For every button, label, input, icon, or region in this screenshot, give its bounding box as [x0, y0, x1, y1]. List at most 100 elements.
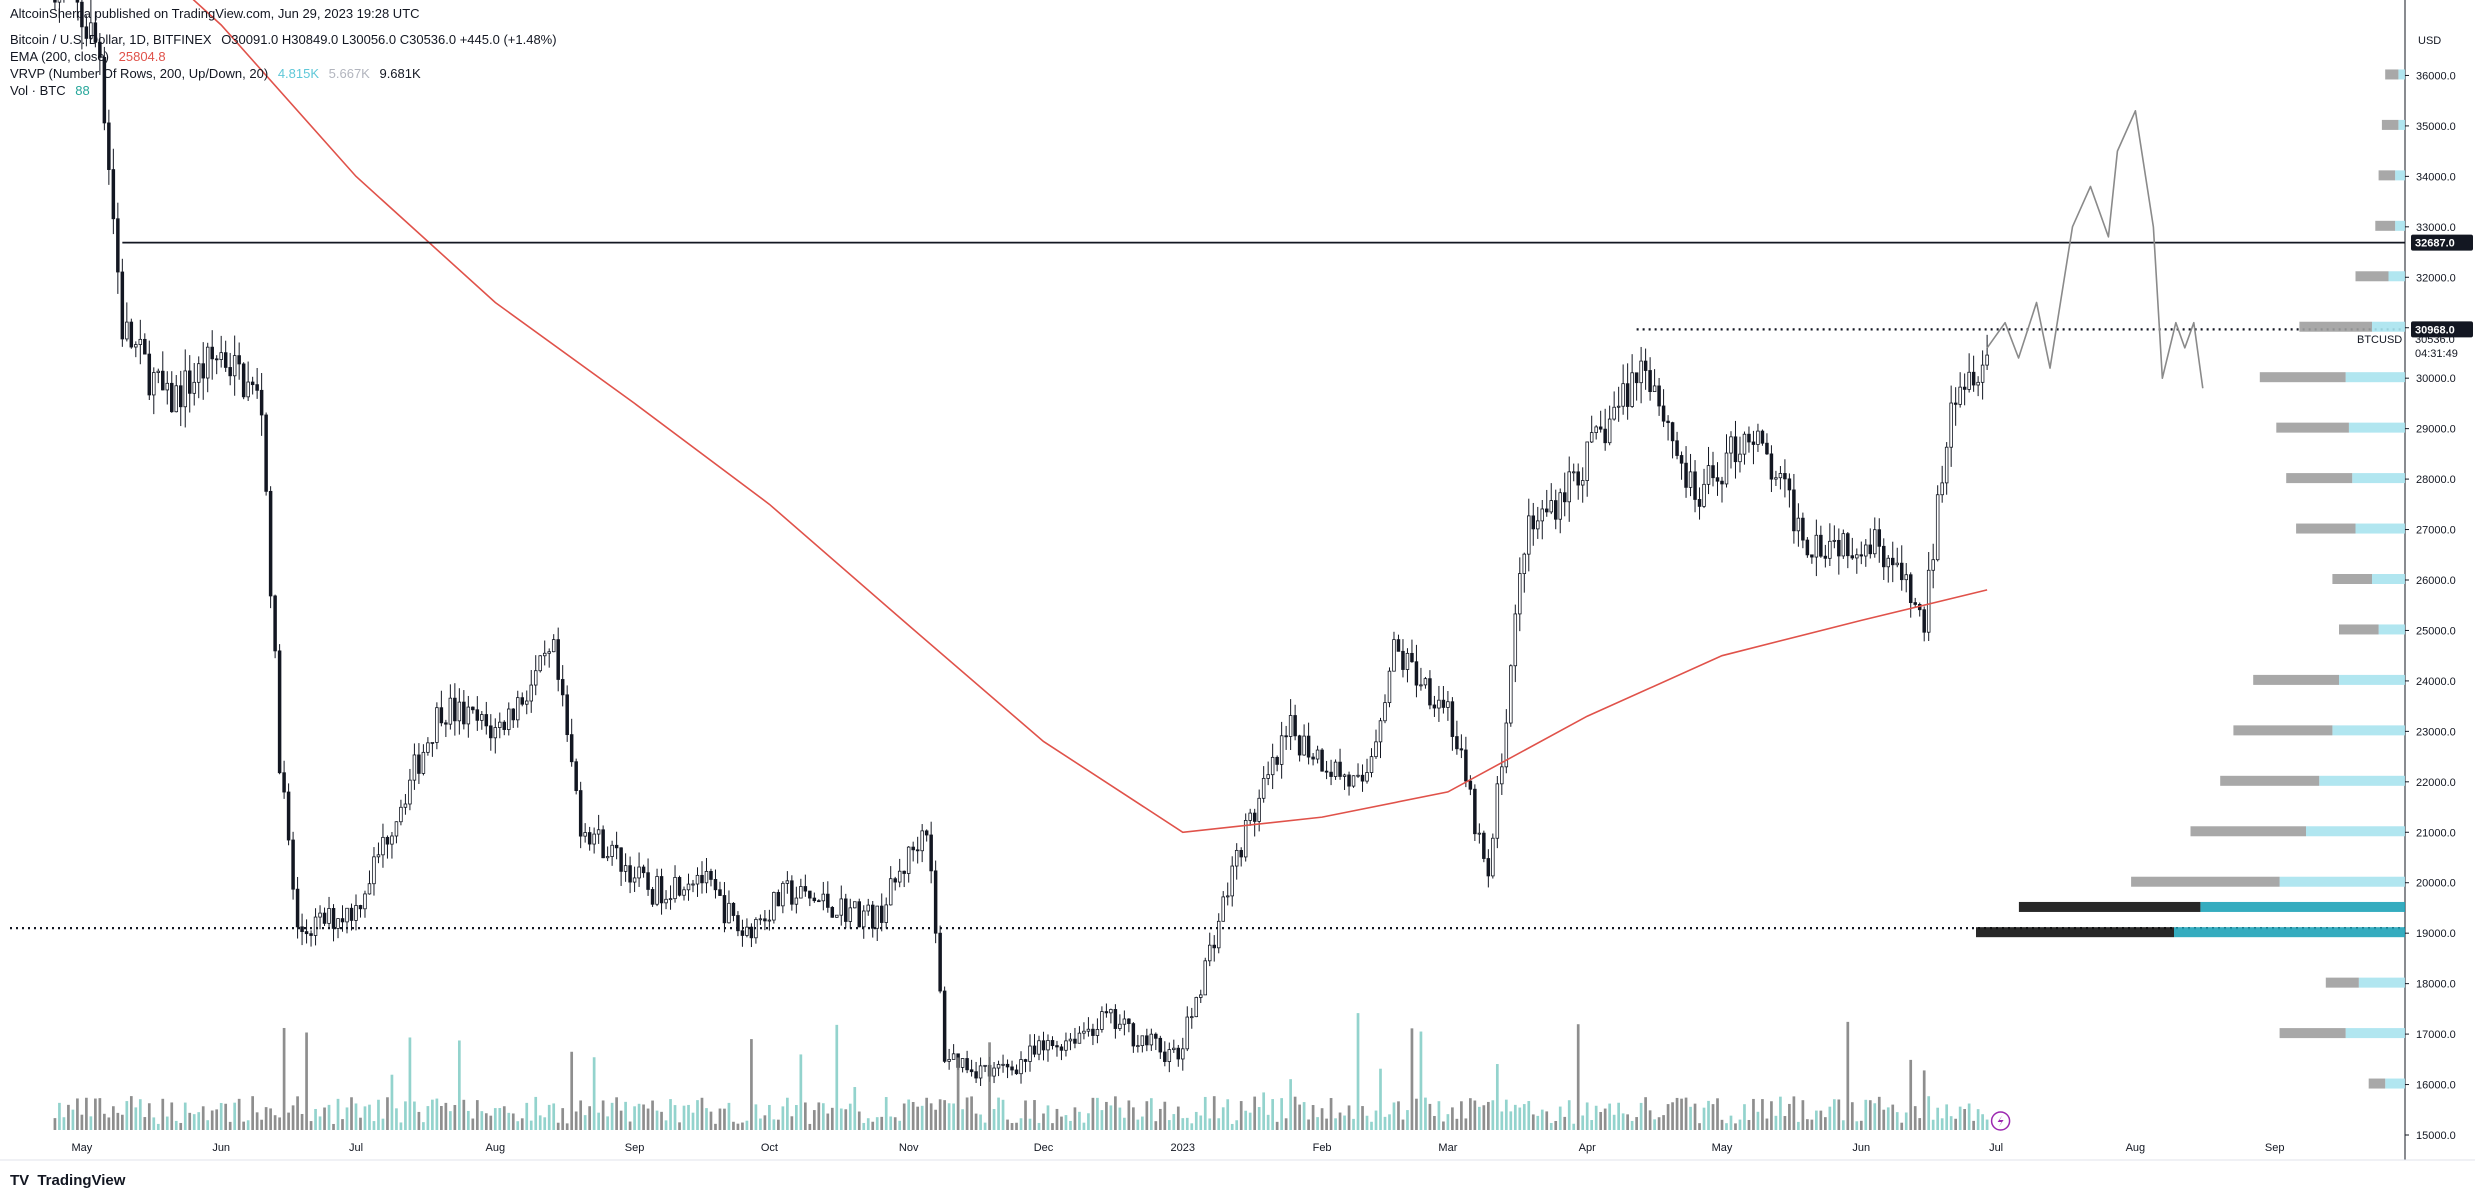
- volume-bar: [1635, 1117, 1638, 1130]
- x-tick-label: Sep: [2265, 1142, 2285, 1154]
- volume-bar: [471, 1118, 475, 1130]
- candle-body: [1527, 515, 1531, 555]
- volume-bar: [615, 1097, 618, 1130]
- volume-bar: [1352, 1118, 1355, 1130]
- vrvp-bar-down: [2385, 69, 2399, 80]
- volume-bar: [1226, 1099, 1230, 1130]
- candle-body: [471, 706, 475, 711]
- candle-body: [430, 741, 435, 744]
- candle-body: [196, 363, 201, 383]
- candle-body: [1967, 371, 1971, 390]
- candle-body: [1787, 478, 1792, 491]
- volume-bar: [197, 1112, 201, 1130]
- candle-body: [569, 734, 574, 763]
- ema-legend[interactable]: EMA (200, close) 25804.8: [10, 49, 172, 64]
- candle-body: [772, 892, 776, 921]
- candle-body: [619, 847, 623, 872]
- candle-body: [677, 877, 682, 896]
- volume-bar: [341, 1119, 344, 1130]
- volume-bar: [1217, 1118, 1221, 1130]
- volume-bar: [642, 1104, 645, 1130]
- candle-body: [1706, 465, 1711, 485]
- candle-body: [1248, 812, 1252, 821]
- volume-bar: [129, 1096, 133, 1130]
- candle-body: [147, 353, 152, 396]
- volume-bar: [1158, 1108, 1162, 1130]
- volume-bar: [691, 1112, 695, 1130]
- volume-bar: [727, 1102, 731, 1130]
- volume-bar: [786, 1097, 789, 1130]
- volume-bar: [336, 1098, 340, 1130]
- candle-body: [1311, 756, 1315, 760]
- vrvp-legend[interactable]: VRVP (Number Of Rows, 200, Up/Down, 20) …: [10, 66, 427, 81]
- candle-body: [673, 877, 677, 900]
- candle-body: [57, 0, 62, 3]
- vrvp-bar-down: [2355, 271, 2389, 282]
- volume-bar: [103, 1113, 106, 1130]
- volume-bar: [377, 1099, 380, 1130]
- volume-bar: [637, 1103, 641, 1130]
- vrvp-bar-down: [2339, 624, 2379, 635]
- volume-bar: [493, 1108, 497, 1130]
- volume-bar: [862, 1122, 866, 1130]
- volume-bar: [1406, 1110, 1409, 1130]
- vrvp-bar-up: [2372, 321, 2405, 332]
- candle-body: [960, 1058, 965, 1068]
- volume-bar: [462, 1099, 466, 1130]
- volume-bar: [1729, 1115, 1733, 1130]
- vrvp-value-down: 5.667K: [328, 66, 370, 81]
- candle-body: [1819, 534, 1823, 557]
- volume-bar: [1118, 1107, 1122, 1130]
- candle-body: [1329, 771, 1333, 777]
- candle-body: [978, 1065, 983, 1079]
- x-tick-label: May: [72, 1142, 93, 1154]
- volume-bar: [1981, 1114, 1984, 1130]
- y-tick-label: 15000.0: [2416, 1130, 2456, 1142]
- candle-body: [1212, 944, 1216, 949]
- volume-bar: [363, 1106, 367, 1130]
- volume-bar: [1235, 1120, 1239, 1130]
- volume-bar: [938, 1099, 942, 1130]
- candle-body: [1711, 465, 1715, 479]
- candle-body: [295, 888, 300, 928]
- volume-bar: [502, 1106, 506, 1130]
- volume-bar: [210, 1110, 214, 1130]
- volume-bar: [772, 1119, 776, 1130]
- vrvp-bar-down: [2259, 372, 2346, 383]
- tradingview-wordmark: TradingView: [37, 1172, 126, 1189]
- volume-bar: [1383, 1116, 1387, 1130]
- volume-bar: [1734, 1123, 1737, 1130]
- candle-body: [776, 892, 781, 907]
- candle-body: [659, 876, 664, 904]
- volume-bar: [1752, 1098, 1755, 1130]
- candle-body: [1536, 520, 1540, 530]
- volume-bar: [431, 1099, 434, 1130]
- y-tick-label: 27000.0: [2416, 525, 2456, 537]
- volume-bar: [444, 1102, 448, 1130]
- volume-legend[interactable]: Vol · BTC 88: [10, 83, 96, 98]
- candle-body: [866, 904, 870, 912]
- volume-bar: [1078, 1111, 1081, 1130]
- candle-body: [1891, 557, 1895, 566]
- volume-bar: [1361, 1106, 1364, 1130]
- candle-body: [1019, 1059, 1023, 1075]
- candle-body: [1383, 702, 1387, 722]
- volume-bar: [1657, 1117, 1661, 1130]
- vrvp-bar-up: [2398, 69, 2405, 80]
- candle-body: [1908, 574, 1913, 604]
- candle-body: [596, 829, 601, 835]
- volume-bar: [1585, 1102, 1589, 1130]
- volume-bar: [170, 1102, 174, 1130]
- candle-body: [170, 382, 174, 413]
- volume-bar: [1060, 1116, 1063, 1130]
- candle-body: [367, 883, 372, 895]
- volume-bar: [206, 1120, 210, 1130]
- candle-body: [1428, 678, 1432, 706]
- volume-bar: [624, 1101, 627, 1130]
- candle-body: [1270, 756, 1275, 776]
- tradingview-brand[interactable]: TV TradingView: [10, 1172, 125, 1189]
- volume-bar: [583, 1115, 587, 1130]
- volume-bar: [1832, 1099, 1836, 1130]
- volume-bar: [1132, 1107, 1135, 1130]
